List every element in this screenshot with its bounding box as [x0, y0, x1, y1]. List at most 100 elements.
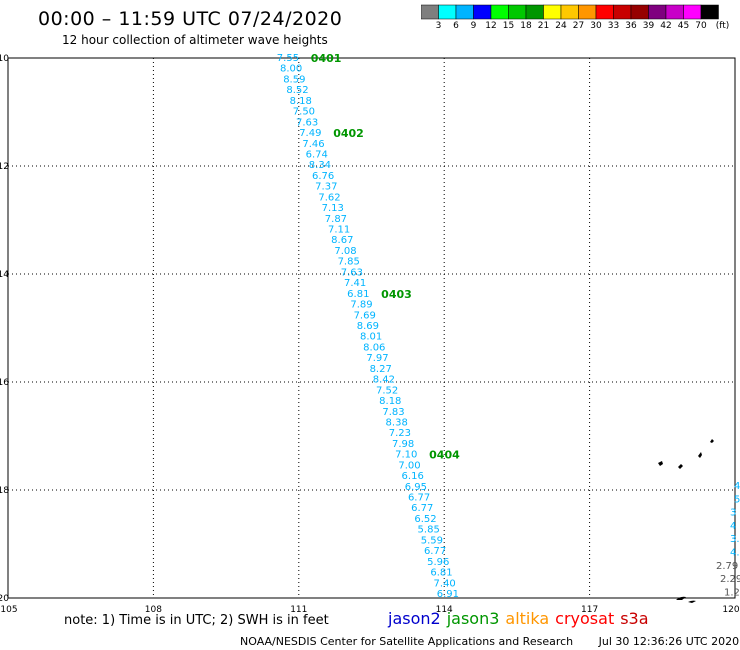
swh-value-label: 7.85 [338, 257, 360, 268]
swh-value-label: 7.50 [293, 107, 315, 118]
x-tick-label: 111 [290, 605, 307, 615]
swh-value-label: 7.08 [334, 246, 356, 257]
edge-value-label: 4.1 [730, 548, 740, 559]
color-scale-unit: (ft) [715, 21, 730, 31]
swh-value-label: 6.76 [312, 171, 334, 182]
color-scale-label: 36 [625, 21, 637, 31]
color-scale-label: 3 [435, 21, 442, 31]
swh-value-label: 7.63 [296, 117, 318, 128]
color-scale-swatch [613, 4, 632, 20]
swh-value-label: 7.55 [277, 53, 299, 64]
satellite-legend-s3a: s3a [620, 609, 649, 628]
color-scale-label: 24 [555, 21, 567, 31]
color-scale-swatch [700, 4, 719, 20]
y-tick-label: -10 [0, 54, 9, 64]
swh-value-label: 8.01 [360, 332, 382, 343]
color-scale-swatch [578, 4, 597, 20]
swh-value-label: 5.59 [421, 535, 443, 546]
island-shape [688, 600, 696, 603]
map-frame [7, 57, 736, 599]
time-label: 0401 [311, 52, 342, 65]
footer-timestamp: Jul 30 12:36:26 UTC 2020 [598, 635, 740, 648]
edge-track-values: 4 5 3 4 3.9 4.1 2.79 2.29 1.24 [716, 481, 740, 598]
swh-value-label: 8.67 [331, 235, 353, 246]
satellite-legend-jason2: jason2 [388, 609, 441, 628]
color-scale-swatch [421, 4, 439, 20]
edge-value-label: 1.24 [724, 587, 740, 598]
island-shape [678, 464, 683, 469]
y-tick-label: -14 [0, 270, 9, 280]
swh-value-label: 6.77 [411, 503, 433, 514]
swh-value-label: 6.81 [430, 568, 452, 579]
swh-value-label: 6.74 [306, 149, 328, 160]
x-tick-label: 114 [436, 605, 453, 615]
time-label: 0402 [333, 127, 364, 140]
swh-value-label: 7.40 [434, 578, 456, 589]
color-scale-swatch [648, 4, 667, 20]
swh-value-label: 7.52 [376, 385, 398, 396]
swh-value-label: 8.52 [286, 85, 308, 96]
island-shape [676, 596, 686, 600]
swh-value-label: 7.97 [366, 353, 388, 364]
island-shape [710, 439, 714, 443]
swh-value-label: 8.18 [290, 96, 312, 107]
page-subtitle: 12 hour collection of altimeter wave hei… [62, 33, 328, 47]
islands [658, 439, 714, 603]
island-shape [658, 461, 663, 466]
color-scale-label: 70 [695, 21, 707, 31]
axis-tick-labels: 105 108 111 114 117 120 -10 -12 -14 -16 -18 -20 [0, 54, 740, 615]
swh-value-label: 7.69 [354, 310, 376, 321]
swh-value-label: 6.16 [402, 471, 424, 482]
color-scale-swatch [473, 4, 492, 20]
edge-value-label: 3 [730, 508, 736, 519]
edge-value-label: 4 [730, 521, 736, 532]
swh-value-label: 8.27 [370, 364, 392, 375]
color-scale-bar [421, 4, 719, 20]
swh-value-label: 6.91 [437, 589, 459, 600]
color-scale-swatch [560, 4, 579, 20]
swh-value-label: 5.85 [418, 525, 440, 536]
swh-value-label: 7.46 [302, 139, 324, 150]
color-scale-swatch [525, 4, 544, 20]
satellite-legend-jason3: jason3 [446, 609, 500, 628]
edge-value-label: 5 [734, 494, 740, 505]
color-scale-label: 33 [607, 21, 620, 31]
color-scale-swatch [665, 4, 684, 20]
satellite-legend-altika: altika [505, 609, 550, 628]
swh-value-label: 8.42 [373, 375, 395, 386]
color-scale-label: 9 [470, 21, 477, 31]
swh-value-label: 7.98 [392, 439, 414, 450]
color-scale-label: 15 [502, 21, 515, 31]
color-scale-label: 6 [453, 21, 459, 31]
satellite-legend-cryosat: cryosat [555, 609, 615, 628]
color-scale-swatch [683, 4, 702, 20]
swh-value-label: 7.49 [299, 128, 321, 139]
swh-value-label: 6.77 [424, 546, 446, 557]
island-shape [698, 452, 702, 458]
y-tick-label: -20 [0, 594, 9, 604]
satellite-track: 7.558.008.598.528.187.507.637.497.466.74… [277, 52, 460, 600]
swh-value-label: 7.13 [322, 203, 344, 214]
color-scale-label: 42 [660, 21, 672, 31]
color-scale-swatch [595, 4, 614, 20]
x-tick-label: 108 [145, 605, 162, 615]
note-text: note: 1) Time is in UTC; 2) SWH is in fe… [64, 613, 329, 628]
color-scale-label: 21 [537, 21, 550, 31]
color-scale-swatch [438, 4, 457, 20]
swh-value-label: 8.18 [379, 396, 401, 407]
color-scale-label: 27 [572, 21, 585, 31]
y-tick-label: -16 [0, 378, 9, 388]
satellite-legend: jason2 jason3 altika cryosat s3a [388, 609, 655, 628]
y-tick-label: -12 [0, 162, 9, 172]
swh-value-label: 6.81 [347, 289, 369, 300]
footer: NOAA/NESDIS Center for Satellite Applica… [240, 635, 739, 648]
swh-value-label: 6.77 [408, 493, 430, 504]
swh-value-label: 8.00 [280, 64, 302, 75]
swh-value-label: 7.83 [382, 407, 404, 418]
edge-value-label: 3.9 [730, 534, 740, 545]
swh-value-label: 7.23 [389, 428, 411, 439]
swh-value-label: 7.63 [341, 267, 363, 278]
color-scale-label: 39 [642, 21, 655, 31]
swh-value-label: 7.41 [344, 278, 366, 289]
